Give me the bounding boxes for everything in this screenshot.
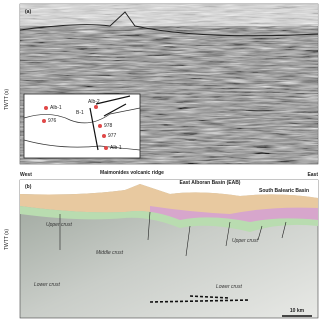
site-label: 977 bbox=[108, 133, 117, 139]
scale-label: 10 km bbox=[290, 308, 305, 314]
west-label: West bbox=[20, 172, 32, 178]
panel-label: (a) bbox=[25, 9, 31, 15]
panel-b: (b) TWTT (s) West East Maimonides volcan… bbox=[4, 170, 318, 319]
axis-label: TWTT (s) bbox=[4, 229, 10, 250]
panel-label: (b) bbox=[25, 184, 32, 190]
axis-label: TWTT (s) bbox=[4, 89, 10, 110]
unit-label: Lower crust bbox=[34, 282, 60, 288]
east-label: East bbox=[307, 172, 318, 178]
seafloor bbox=[19, 11, 319, 37]
water-column bbox=[20, 4, 318, 26]
line-label: B-1 bbox=[76, 110, 84, 116]
unit-label: Lower crust bbox=[216, 284, 242, 290]
moho bbox=[149, 295, 251, 303]
site-label: 976 bbox=[48, 118, 57, 124]
panel-a: (a) TWTT (s) Alb-1 Alb-2 976 978 977 Alb… bbox=[4, 3, 319, 165]
feature-label: Maimonides volcanic ridge bbox=[100, 170, 164, 176]
site-label: Alb-2 bbox=[88, 99, 100, 105]
inset-map: Alb-1 Alb-2 976 978 977 Alb-1 B-1 bbox=[23, 93, 141, 159]
water bbox=[20, 180, 318, 198]
feature-label: East Alboran Basin (EAB) bbox=[180, 180, 241, 186]
unit-label: Middle crust bbox=[96, 250, 124, 256]
sediment-green bbox=[20, 206, 318, 232]
faults bbox=[59, 211, 287, 257]
feature-label: South Balearic Basin bbox=[259, 188, 309, 194]
site-label: Alb-1 bbox=[50, 105, 62, 111]
unit-label: Upper crust bbox=[232, 238, 258, 244]
site-label: 978 bbox=[104, 123, 113, 129]
unit-label: Upper crust bbox=[46, 222, 72, 228]
site-label: Alb-1 bbox=[110, 145, 122, 151]
